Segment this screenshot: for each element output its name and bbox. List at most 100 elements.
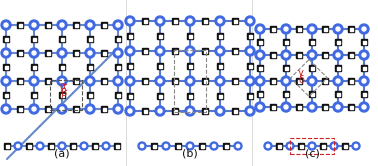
Bar <box>142 108 148 114</box>
Circle shape <box>310 105 314 109</box>
Bar <box>127 93 133 99</box>
Circle shape <box>359 50 369 60</box>
Circle shape <box>140 144 144 148</box>
Bar <box>115 36 121 42</box>
Bar <box>46 108 50 111</box>
Circle shape <box>32 79 36 83</box>
Circle shape <box>88 51 92 55</box>
Circle shape <box>215 16 225 26</box>
Bar <box>200 144 203 148</box>
Bar <box>218 35 222 38</box>
Bar <box>202 18 208 24</box>
Bar <box>310 67 313 70</box>
Circle shape <box>116 23 120 27</box>
Bar <box>283 39 289 45</box>
Bar <box>348 104 354 110</box>
Bar <box>48 143 54 149</box>
Circle shape <box>1 76 11 86</box>
Bar <box>324 28 327 31</box>
Bar <box>59 36 65 42</box>
Circle shape <box>36 142 44 150</box>
Bar <box>19 24 22 27</box>
Circle shape <box>128 79 132 83</box>
Bar <box>19 80 22 83</box>
Circle shape <box>288 144 291 148</box>
Bar <box>232 78 238 84</box>
Circle shape <box>284 27 288 31</box>
Bar <box>363 92 366 95</box>
Circle shape <box>102 142 110 150</box>
Circle shape <box>1 20 11 30</box>
Bar <box>322 78 328 84</box>
Text: (c): (c) <box>305 148 319 158</box>
Circle shape <box>1 48 11 58</box>
Circle shape <box>113 48 123 58</box>
Bar <box>46 51 50 54</box>
Circle shape <box>218 79 222 83</box>
Circle shape <box>88 107 92 111</box>
Bar <box>3 64 9 70</box>
Circle shape <box>58 142 66 150</box>
Bar <box>73 106 79 112</box>
Circle shape <box>125 46 135 56</box>
Bar <box>33 38 36 41</box>
Bar <box>189 94 192 97</box>
Circle shape <box>60 23 64 27</box>
Circle shape <box>248 79 252 83</box>
Bar <box>172 78 178 84</box>
Bar <box>257 91 263 97</box>
Bar <box>271 106 274 109</box>
Circle shape <box>39 144 42 148</box>
Bar <box>324 106 327 109</box>
Circle shape <box>255 102 265 112</box>
Bar <box>102 80 105 83</box>
Bar <box>350 106 353 109</box>
Text: γ: γ <box>298 68 304 78</box>
Circle shape <box>116 79 120 83</box>
Circle shape <box>164 144 167 148</box>
Circle shape <box>310 144 314 148</box>
Bar <box>350 80 353 83</box>
Circle shape <box>128 19 132 23</box>
Circle shape <box>286 142 294 150</box>
Bar <box>203 19 206 23</box>
Bar <box>46 24 50 27</box>
Circle shape <box>29 76 39 86</box>
Circle shape <box>284 79 288 83</box>
Bar <box>101 106 107 112</box>
Bar <box>101 22 107 28</box>
Bar <box>290 138 334 154</box>
Circle shape <box>215 106 225 116</box>
Bar <box>297 28 301 31</box>
Bar <box>336 41 339 43</box>
Bar <box>232 18 238 24</box>
Circle shape <box>185 46 195 56</box>
Bar <box>189 35 192 38</box>
Bar <box>271 80 274 83</box>
Bar <box>285 67 288 70</box>
Bar <box>247 93 253 99</box>
Bar <box>74 24 77 27</box>
Bar <box>60 93 64 96</box>
Circle shape <box>4 107 8 111</box>
Bar <box>363 67 366 70</box>
Bar <box>322 144 324 148</box>
Circle shape <box>113 76 123 86</box>
Bar <box>322 52 328 58</box>
Bar <box>296 104 302 110</box>
Bar <box>127 33 133 39</box>
Circle shape <box>4 79 8 83</box>
Circle shape <box>310 79 314 83</box>
Circle shape <box>186 142 194 150</box>
Circle shape <box>155 16 165 26</box>
Bar <box>277 144 280 148</box>
Bar <box>45 22 51 28</box>
Circle shape <box>248 49 252 53</box>
Circle shape <box>281 76 291 86</box>
Bar <box>50 80 82 110</box>
Bar <box>158 94 161 97</box>
Circle shape <box>155 76 165 86</box>
Circle shape <box>245 16 255 26</box>
Circle shape <box>236 144 240 148</box>
Bar <box>296 78 302 84</box>
